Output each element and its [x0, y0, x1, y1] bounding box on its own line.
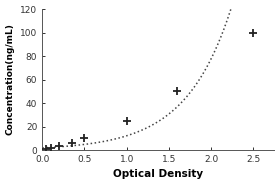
X-axis label: Optical Density: Optical Density: [113, 169, 203, 179]
Y-axis label: Concentration(ng/mL): Concentration(ng/mL): [6, 24, 15, 135]
